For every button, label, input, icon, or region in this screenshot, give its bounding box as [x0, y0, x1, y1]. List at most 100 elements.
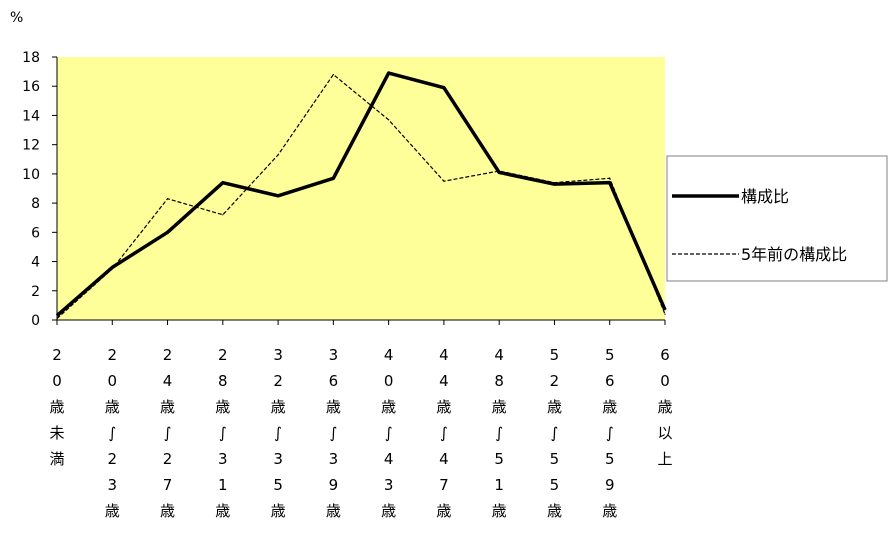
y-tick-label: 2: [31, 284, 40, 300]
data-point: [388, 119, 390, 121]
data-point: [166, 231, 169, 233]
x-tick-label-char: 0: [384, 372, 394, 390]
x-axis-labels: 20歳未満20歳∫23歳24歳∫27歳28歳∫31歳32歳∫35歳36歳∫39歳…: [49, 346, 672, 520]
x-tick-label: 2 4 歳 ∫ 2 7 歳: [160, 346, 175, 520]
x-tick-label-char: 歳: [271, 502, 286, 520]
x-tick-label-char: 0: [107, 372, 117, 390]
data-point: [609, 182, 611, 184]
x-tick-label-char: 7: [163, 476, 173, 494]
x-tick-label-char: 歳: [271, 398, 286, 416]
x-tick-label-char: 3: [384, 476, 394, 494]
data-point: [443, 87, 445, 89]
x-tick-label-char: 歳: [215, 502, 230, 520]
data-point: [222, 182, 224, 184]
data-point: [498, 170, 500, 172]
legend-label-series-1: 構成比: [741, 187, 789, 206]
x-tick-label-char: 1: [494, 476, 504, 494]
x-tick-label-char: 歳: [657, 398, 672, 416]
x-tick-label: 2 0 歳 ∫ 2 3 歳: [105, 346, 120, 520]
x-tick-label-char: 5: [605, 346, 615, 364]
x-tick-label-char: 2: [107, 450, 117, 468]
data-point: [443, 180, 445, 182]
x-tick-label-char: 5: [550, 450, 560, 468]
x-tick-label: 4 0 歳 ∫ 4 3 歳: [381, 346, 396, 520]
x-tick-label-char: 5: [494, 450, 504, 468]
x-tick-label-char: 5: [273, 476, 283, 494]
x-tick-label-char: 歳: [160, 398, 175, 416]
x-tick-label-char: ∫: [329, 424, 337, 442]
x-tick-label-char: 3: [273, 450, 283, 468]
x-tick-label-char: 歳: [547, 398, 562, 416]
x-tick-label-char: 2: [107, 346, 117, 364]
series-line-2: [56, 73, 666, 319]
series-layer: [55, 71, 667, 320]
y-axis: 0 2 4 6 8 10 12 14 16 18: [22, 50, 58, 329]
x-tick-label-char: 歳: [436, 398, 451, 416]
x-tick-label-char: 1: [218, 476, 228, 494]
x-tick-label: 2 0 歳未満: [49, 346, 64, 468]
x-tick-label-char: 未: [49, 424, 64, 442]
legend-box: [666, 155, 888, 282]
data-point: [277, 154, 279, 156]
y-tick-label: 12: [22, 138, 40, 154]
x-tick-label-char: ∫: [606, 424, 614, 442]
x-tick-label-char: 2: [163, 346, 173, 364]
data-point: [111, 268, 113, 270]
x-tick-label: 2 8 歳 ∫ 3 1 歳: [215, 346, 230, 520]
x-tick-label-char: 5: [605, 450, 615, 468]
x-tick-label-char: 6: [605, 372, 615, 390]
x-tick-label-char: 3: [107, 476, 117, 494]
data-point: [388, 72, 390, 74]
x-tick-label-char: 8: [218, 372, 228, 390]
x-tick-label-char: 0: [660, 372, 670, 390]
x-tick-label-char: 歳: [602, 398, 617, 416]
data-point: [56, 317, 58, 320]
y-unit-label: %: [10, 10, 23, 26]
x-tick-label-char: ∫: [440, 424, 448, 442]
x-tick-label-char: 2: [163, 450, 173, 468]
y-tick-label: 8: [31, 196, 40, 212]
x-tick-label-char: 8: [494, 372, 504, 390]
legend-label-series-2: 5年前の構成比: [741, 245, 847, 264]
x-tick-label-char: 歳: [105, 502, 120, 520]
x-tick-label-char: 上: [657, 450, 672, 468]
x-tick-label-char: 3: [273, 346, 283, 364]
x-tick-label-char: ∫: [219, 424, 227, 442]
x-tick-label-char: 歳: [436, 502, 451, 520]
x-tick-label-char: 4: [439, 450, 449, 468]
x-tick-label-char: 4: [494, 346, 504, 364]
x-tick-label-char: 2: [52, 346, 62, 364]
data-point: [332, 177, 334, 179]
data-point: [609, 177, 611, 179]
x-tick-label-char: ∫: [385, 424, 393, 442]
data-point: [498, 171, 500, 174]
x-tick-label-char: 0: [52, 372, 62, 390]
x-tick-label-char: ∫: [495, 424, 503, 442]
x-tick-label-char: 4: [384, 346, 394, 364]
x-tick-label-char: 4: [384, 450, 394, 468]
x-tick-label-char: ∫: [108, 424, 116, 442]
data-point: [664, 313, 666, 315]
x-tick-label-char: 歳: [602, 502, 617, 520]
x-tick-label-char: ∫: [164, 424, 172, 442]
x-tick-label-char: 歳: [381, 398, 396, 416]
x-tick-label: 3 2 歳 ∫ 3 5 歳: [271, 346, 286, 520]
x-tick-label-char: ∫: [551, 424, 559, 442]
x-tick-label-char: 歳: [49, 398, 64, 416]
x-tick-label-char: 3: [329, 346, 339, 364]
x-tick-label-char: 5: [550, 346, 560, 364]
x-tick-label-char: 4: [439, 346, 449, 364]
x-tick-label-char: 2: [218, 346, 228, 364]
x-tick-label-char: 6: [329, 372, 339, 390]
x-tick-label-char: 9: [329, 476, 339, 494]
plot-area: [57, 57, 665, 320]
x-tick-label-char: 歳: [547, 502, 562, 520]
y-tick-label: 14: [22, 108, 40, 124]
x-tick-label-char: 4: [439, 372, 449, 390]
data-point: [277, 195, 279, 197]
x-tick-label-char: 3: [218, 450, 228, 468]
y-tick-label: 16: [22, 79, 40, 95]
x-tick-label-char: 以: [657, 424, 672, 442]
y-tick-label: 4: [31, 255, 40, 271]
